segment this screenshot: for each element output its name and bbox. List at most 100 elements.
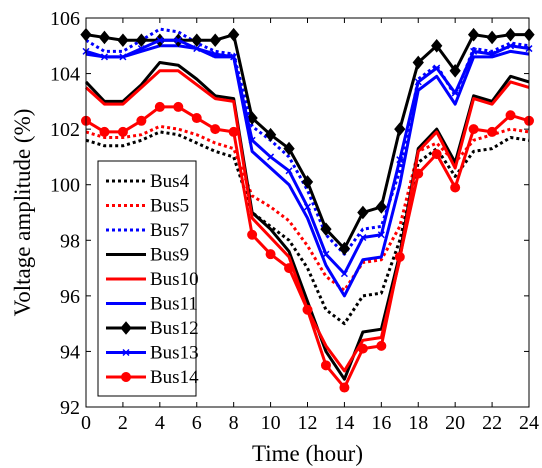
x-tick-label: 0: [81, 412, 91, 434]
data-point: [412, 55, 424, 70]
data-point: [340, 270, 348, 278]
data-point: [488, 50, 496, 58]
data-point: [154, 101, 165, 112]
y-axis-label: Voltage amplitude (%): [10, 109, 35, 317]
x-tick-label: 8: [229, 412, 239, 434]
data-point: [431, 149, 442, 160]
data-point: [433, 64, 441, 72]
data-point: [507, 42, 515, 50]
data-point: [117, 33, 129, 48]
data-point: [117, 126, 128, 137]
data-point: [230, 53, 238, 61]
data-point: [449, 64, 461, 78]
x-axis-label: Time (hour): [252, 441, 363, 466]
data-point: [338, 241, 351, 256]
data-point: [99, 126, 110, 137]
x-tick-label: 10: [261, 412, 281, 434]
data-point: [191, 113, 202, 124]
data-point: [284, 263, 295, 274]
data-point: [451, 89, 459, 97]
data-point: [376, 340, 387, 351]
x-tick-label: 12: [298, 412, 318, 434]
legend-label: Bus4: [150, 171, 190, 192]
series-layer: [80, 27, 535, 393]
data-point: [265, 249, 276, 260]
series-bus4: [85, 130, 530, 326]
series-bus14: [81, 101, 534, 393]
x-tick-label: 4: [155, 412, 165, 434]
x-tick-label: 24: [519, 412, 539, 434]
data-point: [135, 33, 148, 48]
legend-item-bus11: Bus11: [106, 294, 198, 315]
data-point: [136, 115, 147, 126]
legend-item-bus14: Bus14: [106, 367, 199, 388]
data-point: [467, 27, 480, 42]
data-point: [470, 47, 478, 55]
x-tick-label: 18: [408, 412, 428, 434]
data-point: [414, 78, 422, 86]
legend-label: Bus7: [150, 220, 189, 241]
data-point: [450, 182, 461, 193]
data-point: [468, 124, 479, 135]
legend-item-bus9: Bus9: [106, 245, 189, 266]
data-point: [247, 229, 258, 240]
y-tick-label: 106: [50, 8, 80, 30]
x-tick-label: 6: [192, 412, 202, 434]
legend-label: Bus12: [150, 318, 199, 339]
data-point: [486, 30, 498, 45]
data-point: [98, 30, 111, 45]
data-point: [248, 136, 256, 144]
data-point: [357, 343, 368, 354]
data-point: [174, 36, 182, 44]
data-point: [413, 168, 424, 179]
data-point: [322, 250, 330, 258]
x-tick-label: 2: [118, 412, 128, 434]
legend-item-bus5: Bus5: [106, 196, 189, 217]
legend-label: Bus13: [150, 343, 199, 364]
data-point: [119, 53, 127, 61]
data-point: [191, 33, 203, 48]
y-tick-label: 102: [50, 119, 80, 141]
data-point: [396, 156, 404, 164]
data-point: [301, 175, 314, 189]
legend-marker: [121, 372, 131, 382]
legend-item-bus10: Bus10: [106, 269, 199, 290]
data-point: [228, 27, 240, 42]
data-point: [211, 50, 219, 58]
y-tick-label: 100: [50, 175, 80, 197]
data-point: [210, 124, 221, 135]
data-point: [173, 101, 184, 112]
data-point: [394, 122, 406, 136]
data-point: [285, 167, 293, 175]
data-point: [209, 33, 221, 48]
legend-item-bus7: Bus7: [106, 220, 189, 241]
series-bus13: [82, 36, 533, 278]
data-point: [264, 127, 277, 142]
data-point: [100, 53, 108, 61]
data-point: [505, 110, 516, 121]
legend-label: Bus10: [150, 269, 199, 290]
legend-item-bus12: Bus12: [106, 318, 199, 339]
data-point: [320, 222, 332, 236]
data-point: [283, 141, 295, 156]
legend-label: Bus14: [150, 367, 199, 388]
y-tick-label: 92: [60, 397, 80, 419]
data-point: [267, 153, 275, 161]
data-point: [487, 126, 498, 137]
data-point: [394, 251, 405, 262]
series-line: [85, 130, 530, 326]
x-tick-label: 22: [482, 412, 502, 434]
x-tick-label: 16: [371, 412, 391, 434]
data-point: [228, 126, 239, 137]
data-point: [303, 203, 312, 211]
y-tick-label: 94: [60, 341, 80, 363]
y-tick-label: 104: [50, 64, 80, 86]
data-point: [375, 200, 387, 214]
y-tick-label: 96: [60, 286, 80, 308]
legend: Bus4 Bus5 Bus7 Bus9 Bus10 Bus11 Bus12 Bus13 Bus1…: [97, 160, 199, 397]
legend-label: Bus11: [150, 294, 198, 315]
x-tick-label: 14: [334, 412, 354, 434]
plot-frame: [85, 17, 530, 408]
data-point: [137, 45, 145, 53]
data-point: [339, 382, 350, 393]
